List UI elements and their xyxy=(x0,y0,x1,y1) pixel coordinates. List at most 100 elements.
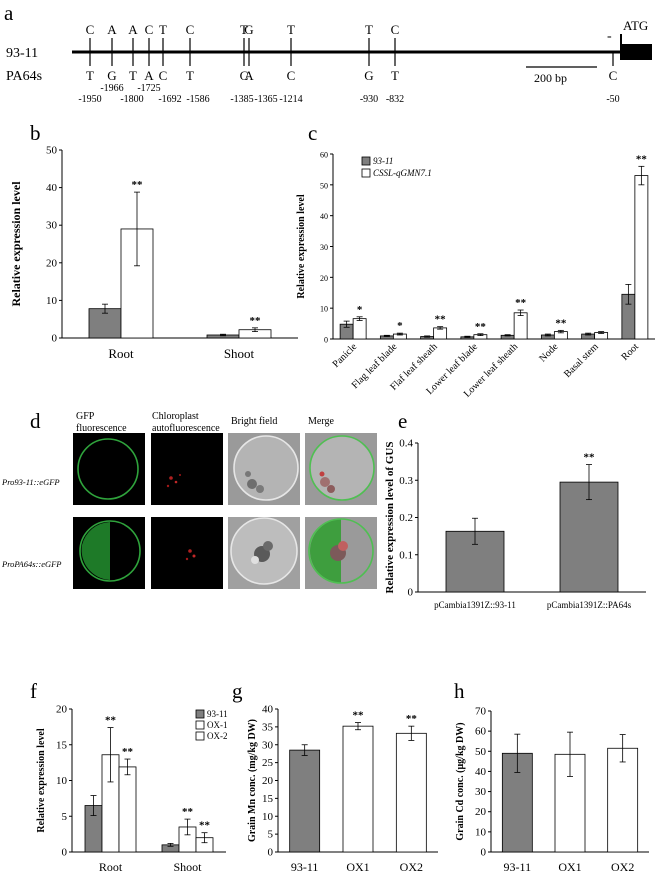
significance-mark: ** xyxy=(132,179,144,191)
snp-position-label: -1966 xyxy=(100,83,123,94)
panel-a-promoter-map: a 93-11 PA64s ATG 200 bp - CT-1950AG-196… xyxy=(4,1,652,105)
y-tick-label: 20 xyxy=(320,274,328,283)
snp-bottom-base: C xyxy=(159,68,168,83)
snp-top-base: G xyxy=(244,22,253,37)
significance-mark: ** xyxy=(122,746,134,758)
img-chloro-1 xyxy=(151,433,223,505)
significance-mark: ** xyxy=(475,321,487,333)
y-axis-label: Relative expression level xyxy=(296,194,307,298)
significance-mark: ** xyxy=(250,315,262,327)
significance-mark: ** xyxy=(636,153,648,165)
y-tick-label: 20 xyxy=(262,775,274,787)
bar xyxy=(433,327,448,340)
snp-position-label: -1586 xyxy=(186,94,209,105)
bar xyxy=(634,175,649,340)
significance-mark: * xyxy=(357,304,363,316)
y-tick-label: 30 xyxy=(262,739,274,751)
y-tick-label: 5 xyxy=(268,829,274,841)
panel-d-microscopy: d GFP fluorescence Chloroplast autofluores… xyxy=(1,409,377,589)
legend-label: 93-11 xyxy=(373,156,393,166)
category-label: 93-11 xyxy=(504,860,532,874)
chart-c: 0 10 20 30 40 50 60 Relative expression level * P… xyxy=(296,151,655,400)
snp-bottom-base: T xyxy=(86,68,94,83)
y-tick-label: 10 xyxy=(56,775,68,787)
significance-mark: ** xyxy=(105,715,117,727)
y-axis-label: Grain Mn conc. (mg/kg DW) xyxy=(247,719,258,842)
legend-label: 93-11 xyxy=(207,709,228,719)
y-tick-label: 5 xyxy=(62,811,68,823)
snp-position-label: -1950 xyxy=(78,94,101,105)
col-header-merge: Merge xyxy=(308,416,334,427)
img-gfp-1 xyxy=(73,433,145,505)
y-tick-label: 40 xyxy=(262,704,274,716)
significance-mark: ** xyxy=(182,806,194,818)
col-header-gfp: GFP fluorescence xyxy=(76,411,127,434)
legend-label: OX-1 xyxy=(207,720,228,730)
bar xyxy=(395,732,427,853)
y-tick-label: 15 xyxy=(56,739,68,751)
category-label: Panicle xyxy=(331,341,360,370)
y-tick-label: 10 xyxy=(475,826,487,838)
y-tick-label: 10 xyxy=(46,295,58,307)
snp-bottom-base: C xyxy=(240,68,249,83)
significance-mark: * xyxy=(397,320,403,332)
bar xyxy=(607,747,639,853)
bar xyxy=(352,318,367,340)
y-tick-label: 30 xyxy=(475,786,487,798)
snp-position-label: -1692 xyxy=(158,94,181,105)
deletion-dash: - xyxy=(607,29,612,44)
category-label: Root xyxy=(108,346,134,361)
y-tick-label: 50 xyxy=(320,181,328,190)
snp-position-label: -50 xyxy=(606,94,619,105)
legend-label: CSSL-qGMN7.1 xyxy=(373,168,432,178)
legend-swatch xyxy=(195,731,205,741)
y-tick-label: 0 xyxy=(62,847,68,859)
snp-top-base: T xyxy=(287,22,295,37)
legend-swatch xyxy=(361,168,371,178)
significance-mark: ** xyxy=(406,713,418,725)
y-tick-label: 20 xyxy=(46,257,58,269)
y-tick-label: 0.4 xyxy=(399,438,413,450)
y-tick-label: 0 xyxy=(52,333,58,345)
y-axis-label: Relative expression level of GUS xyxy=(384,442,396,594)
panel-letter-f: f xyxy=(30,679,37,703)
bar xyxy=(342,725,374,853)
chart-g: 0 5 10 15 20 25 30 35 40 Grain Mn conc. (mg/kg DW… xyxy=(247,704,438,874)
y-tick-label: 40 xyxy=(475,766,487,778)
y-tick-label: 50 xyxy=(475,746,487,758)
y-tick-label: 30 xyxy=(46,220,58,232)
snp-position-label: -1725 xyxy=(137,83,160,94)
category-label: OX2 xyxy=(400,860,423,874)
bar xyxy=(118,766,137,853)
snp-top-base: T xyxy=(159,22,167,37)
scale-bar-label: 200 bp xyxy=(534,71,567,85)
snp-bottom-base: G xyxy=(364,68,373,83)
y-tick-label: 15 xyxy=(262,793,274,805)
category-label: Basal stem xyxy=(562,341,601,380)
img-chloro-2 xyxy=(151,517,223,589)
snp-position-label: -930 xyxy=(360,94,378,105)
line2-label: PA64s xyxy=(6,69,42,84)
snp-top-base: C xyxy=(145,22,154,37)
panel-letter-d: d xyxy=(30,409,41,433)
snp-position-label: -832 xyxy=(386,94,404,105)
significance-mark: ** xyxy=(515,297,527,309)
y-tick-label: 20 xyxy=(56,704,68,716)
y-tick-label: 0 xyxy=(324,336,328,345)
row-label-pa64s: ProPA64s::eGFP xyxy=(1,559,62,569)
category-label: Root xyxy=(619,341,641,363)
panel-letter-h: h xyxy=(454,679,465,703)
panel-letter-a: a xyxy=(4,1,14,25)
y-tick-label: 40 xyxy=(46,182,58,194)
significance-mark: ** xyxy=(199,820,211,832)
snp-position-label: -1365 xyxy=(254,94,277,105)
snp-position-label: -1214 xyxy=(279,94,302,105)
category-label: OX2 xyxy=(611,860,634,874)
chart-h: 0 10 20 30 40 50 60 70 Grain Cd conc. (μg/kg DW)… xyxy=(455,706,649,874)
y-tick-label: 20 xyxy=(475,806,487,818)
panel-letter-g: g xyxy=(232,679,243,703)
category-label: Shoot xyxy=(173,860,202,874)
panel-letter-b: b xyxy=(30,121,41,145)
